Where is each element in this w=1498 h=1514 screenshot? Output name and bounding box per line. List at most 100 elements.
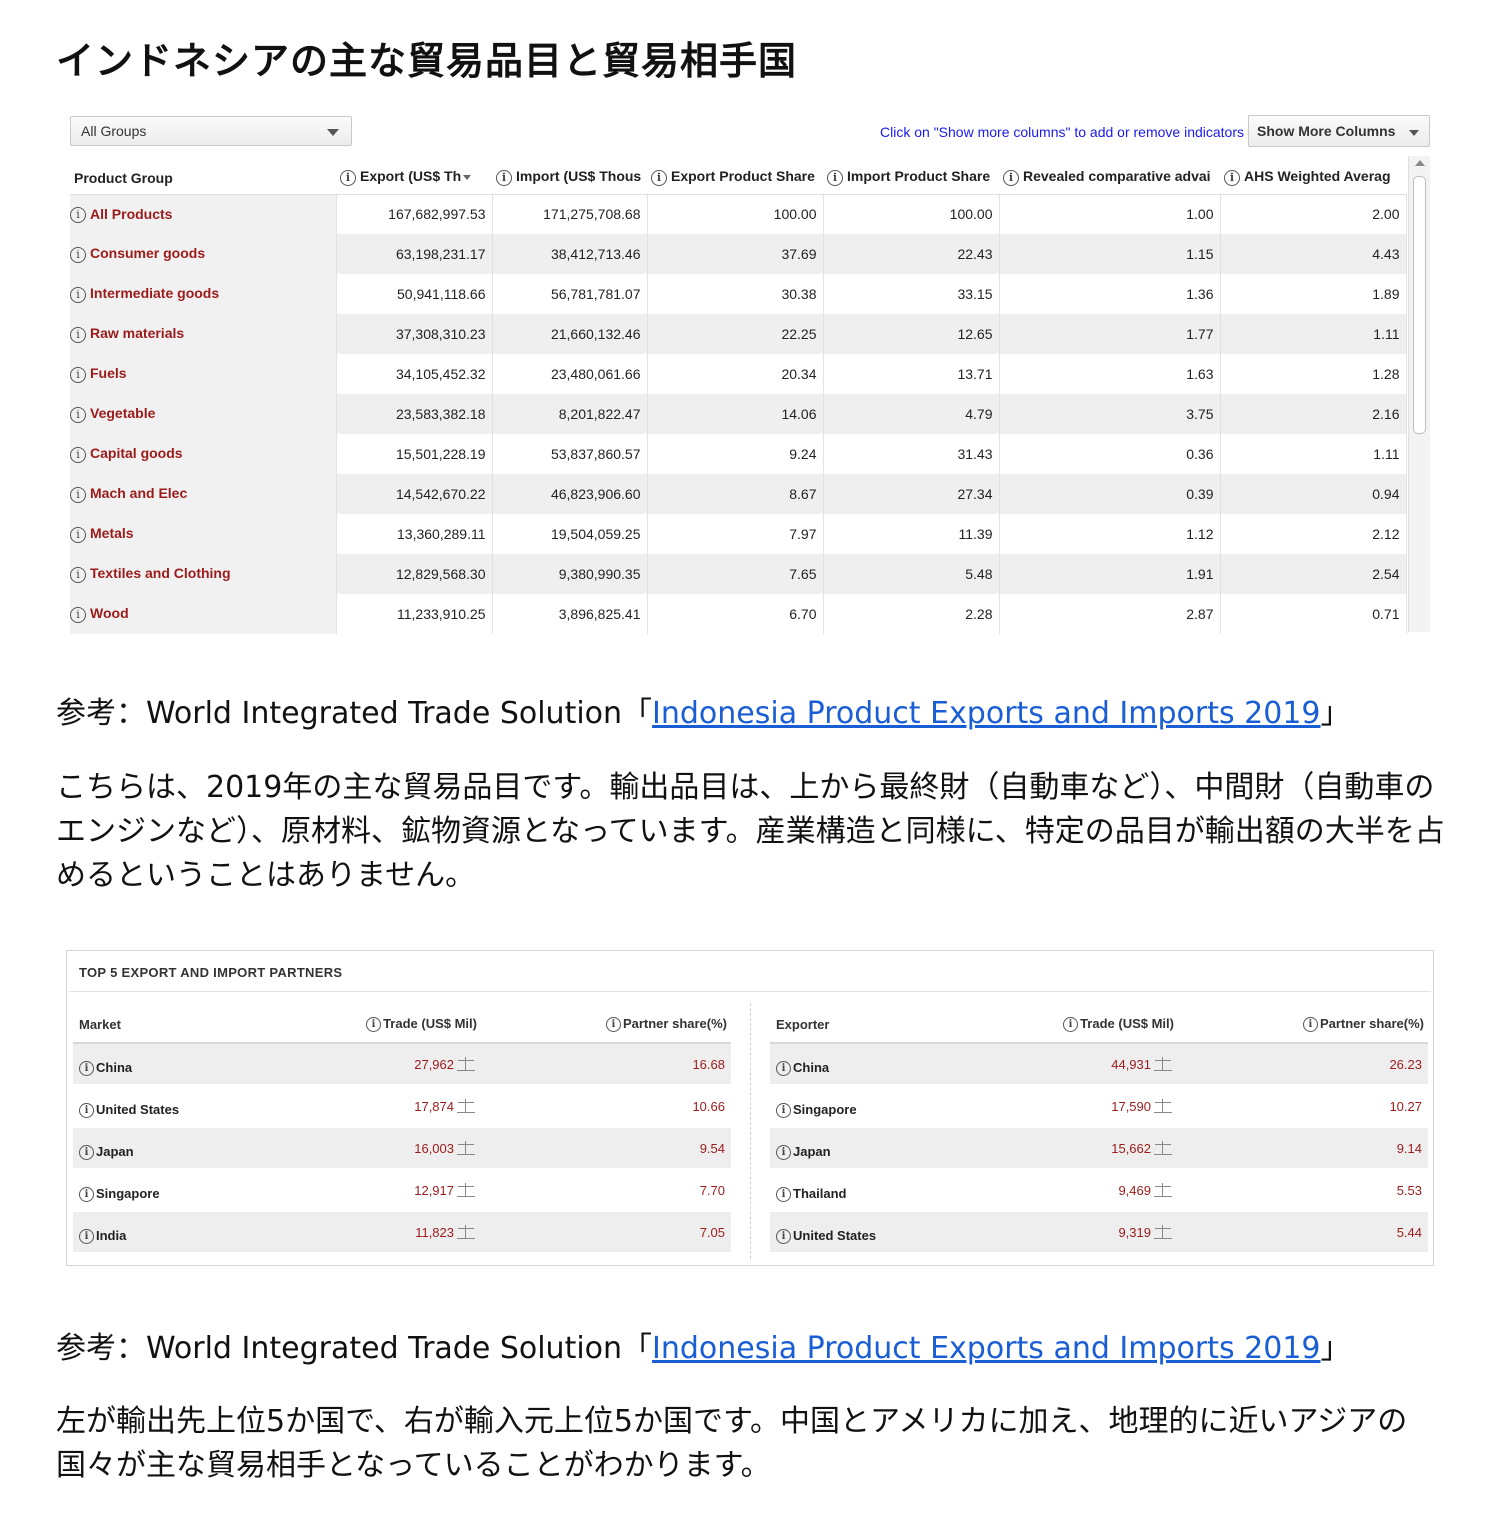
info-icon[interactable]: i	[70, 486, 86, 503]
cell-import: 38,412,713.46	[492, 234, 648, 274]
partner-share-cell: 26.23	[1178, 1043, 1428, 1086]
product-group-link[interactable]: All Products	[90, 205, 173, 222]
product-table-screenshot: All Groups Click on "Show more columns" …	[68, 112, 1432, 636]
product-group-cell: i Consumer goods	[70, 234, 337, 274]
product-group-link[interactable]: Wood	[90, 605, 129, 622]
info-icon[interactable]: i	[70, 446, 86, 463]
compare-scale-icon[interactable]	[457, 1141, 475, 1156]
cell-export-share: 7.65	[647, 554, 824, 594]
info-icon[interactable]: i	[605, 1017, 621, 1032]
col-exporter[interactable]: Exporter	[770, 1007, 1018, 1044]
compare-scale-icon[interactable]	[1154, 1057, 1172, 1072]
info-icon[interactable]: i	[70, 406, 86, 423]
product-group-link[interactable]: Raw materials	[90, 325, 185, 342]
product-group-link[interactable]: Textiles and Clothing	[90, 565, 231, 582]
col-export-share[interactable]: i Export Product Share	[647, 154, 823, 195]
product-group-link[interactable]: Metals	[90, 525, 134, 542]
col-trade[interactable]: i Trade (US$ Mil)	[1018, 1007, 1178, 1044]
product-group-link[interactable]: Mach and Elec	[90, 485, 188, 502]
product-group-link[interactable]: Fuels	[90, 365, 127, 382]
info-icon[interactable]: i	[651, 169, 667, 186]
scroll-up-icon[interactable]	[1415, 160, 1425, 166]
info-icon[interactable]: i	[1003, 169, 1019, 186]
info-icon[interactable]: i	[1224, 169, 1240, 186]
info-icon[interactable]: i	[1302, 1017, 1318, 1032]
info-icon[interactable]: i	[70, 526, 86, 543]
reference-line-2: 参考：World Integrated Trade Solution「Indon…	[56, 1331, 1351, 1366]
col-partner-share[interactable]: i Partner share(%)	[481, 1007, 731, 1044]
col-rca[interactable]: i Revealed comparative advai	[999, 154, 1220, 195]
info-icon[interactable]: i	[366, 1017, 382, 1032]
info-icon[interactable]: i	[776, 1187, 791, 1203]
col-export[interactable]: i Export (US$ Th	[336, 154, 492, 195]
partner-share-cell: 7.05	[481, 1211, 731, 1254]
info-icon[interactable]: i	[79, 1187, 94, 1203]
scrollbar-thumb[interactable]	[1413, 176, 1426, 434]
cell-ahs: 4.43	[1220, 234, 1407, 274]
source-link-2[interactable]: Indonesia Product Exports and Imports 20…	[652, 1331, 1321, 1366]
country-cell: i China	[770, 1043, 1018, 1086]
cell-import-share: 13.71	[823, 354, 1000, 394]
info-icon[interactable]: i	[776, 1103, 791, 1119]
compare-scale-icon[interactable]	[457, 1225, 475, 1240]
trade-value: 44,931	[1111, 1056, 1151, 1072]
compare-scale-icon[interactable]	[457, 1099, 475, 1114]
info-icon[interactable]: i	[1063, 1017, 1079, 1032]
cell-import: 56,781,781.07	[492, 274, 648, 314]
product-group-link[interactable]: Capital goods	[90, 445, 183, 462]
country-cell: i Singapore	[73, 1169, 321, 1212]
compare-scale-icon[interactable]	[1154, 1141, 1172, 1156]
cell-import-share: 100.00	[823, 194, 1000, 234]
table-divider	[750, 1003, 751, 1259]
col-product-group[interactable]: Product Group	[70, 154, 336, 195]
info-icon[interactable]: i	[827, 169, 843, 186]
product-group-link[interactable]: Consumer goods	[90, 245, 206, 262]
compare-scale-icon[interactable]	[457, 1183, 475, 1198]
col-market[interactable]: Market	[73, 1007, 321, 1044]
chevron-down-icon	[1409, 130, 1419, 136]
info-icon[interactable]: i	[79, 1229, 94, 1245]
info-icon[interactable]: i	[776, 1145, 791, 1161]
compare-scale-icon[interactable]	[1154, 1099, 1172, 1114]
compare-scale-icon[interactable]	[457, 1057, 475, 1072]
groups-select[interactable]: All Groups	[70, 116, 352, 146]
trade-value: 17,874	[414, 1098, 454, 1114]
info-icon[interactable]: i	[70, 286, 86, 303]
info-icon[interactable]: i	[70, 366, 86, 383]
vertical-scrollbar[interactable]	[1408, 156, 1430, 632]
table-row: i Singapore 12,917 7.70	[73, 1169, 731, 1212]
source-link-1[interactable]: Indonesia Product Exports and Imports 20…	[652, 696, 1321, 731]
col-partner-share[interactable]: i Partner share(%)	[1178, 1007, 1428, 1044]
country-cell: i China	[73, 1043, 321, 1086]
info-icon[interactable]: i	[70, 206, 86, 223]
info-icon[interactable]: i	[776, 1229, 791, 1245]
product-group-link[interactable]: Intermediate goods	[90, 285, 220, 302]
cell-export-share: 9.24	[647, 434, 824, 474]
info-icon[interactable]: i	[70, 566, 86, 583]
paragraph-products: こちらは、2019年の主な貿易品目です。輸出品目は、上から最終財（自動車など）、…	[56, 770, 1445, 893]
info-icon[interactable]: i	[70, 606, 86, 623]
col-import[interactable]: i Import (US$ Thous	[492, 154, 647, 195]
info-icon[interactable]: i	[79, 1145, 94, 1161]
info-icon[interactable]: i	[340, 169, 356, 186]
cell-export: 12,829,568.30	[336, 554, 493, 594]
info-icon[interactable]: i	[496, 169, 512, 186]
trade-cell: 12,917	[321, 1169, 481, 1212]
sort-desc-icon[interactable]	[463, 175, 472, 180]
col-trade[interactable]: i Trade (US$ Mil)	[321, 1007, 481, 1044]
info-icon[interactable]: i	[70, 246, 86, 263]
show-more-columns-button[interactable]: Show More Columns	[1248, 115, 1430, 147]
cell-import-share: 11.39	[823, 514, 1000, 554]
info-icon[interactable]: i	[79, 1103, 94, 1119]
info-icon[interactable]: i	[70, 326, 86, 343]
info-icon[interactable]: i	[79, 1061, 94, 1077]
product-group-link[interactable]: Vegetable	[90, 405, 156, 422]
groups-select-value: All Groups	[81, 123, 147, 139]
col-import-share[interactable]: i Import Product Share	[823, 154, 999, 195]
col-ahs[interactable]: i AHS Weighted Averag	[1220, 154, 1406, 195]
compare-scale-icon[interactable]	[1154, 1183, 1172, 1198]
info-icon[interactable]: i	[776, 1061, 791, 1077]
country-name: India	[96, 1227, 127, 1243]
cell-rca: 1.00	[999, 194, 1221, 234]
compare-scale-icon[interactable]	[1154, 1225, 1172, 1240]
